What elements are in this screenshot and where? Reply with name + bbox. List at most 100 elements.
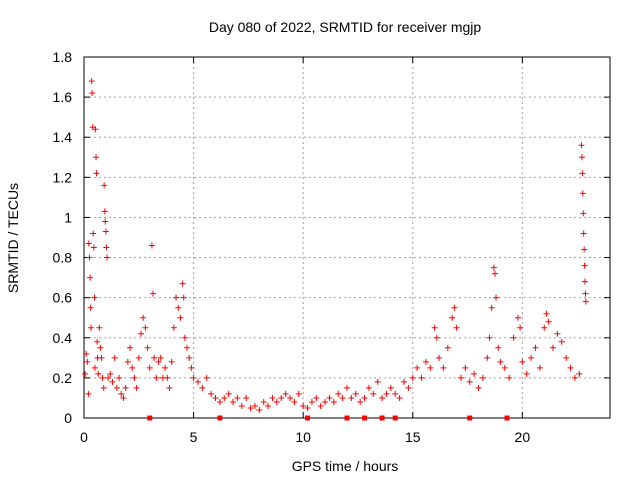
- data-point-marker: [107, 370, 114, 377]
- data-point-marker: [155, 358, 162, 365]
- data-point-marker: [102, 228, 109, 235]
- data-point-marker: [91, 364, 98, 371]
- y-tick-label: 0.6: [53, 290, 73, 306]
- data-point-marker: [131, 374, 138, 381]
- data-point-marker: [101, 182, 108, 189]
- x-tick-label: 10: [295, 429, 311, 445]
- data-point-marker: [571, 374, 578, 381]
- data-point-marker: [203, 374, 210, 381]
- zero-value-marker: [147, 415, 153, 421]
- zero-value-marker: [305, 415, 311, 421]
- data-point-marker: [164, 374, 171, 381]
- data-point-marker: [162, 364, 169, 371]
- zero-markers: [147, 415, 510, 421]
- data-point-marker: [387, 384, 394, 391]
- data-point-marker: [102, 218, 109, 225]
- data-point-marker: [400, 378, 407, 385]
- data-point-marker: [396, 394, 403, 401]
- x-axis-label: GPS time / hours: [292, 458, 399, 474]
- data-point-marker: [453, 324, 460, 331]
- data-point-marker: [581, 262, 588, 269]
- data-point-marker: [273, 398, 280, 405]
- data-point-marker: [361, 394, 368, 401]
- axis-ticks: [83, 56, 610, 419]
- y-tick-label: 1.2: [53, 169, 73, 185]
- y-tick-label: 0.4: [53, 330, 73, 346]
- data-point-marker: [409, 374, 416, 381]
- data-point-marker: [216, 398, 223, 405]
- data-point-marker: [357, 398, 364, 405]
- data-point-marker: [265, 402, 272, 409]
- data-point-marker: [111, 354, 118, 361]
- data-point-marker: [495, 344, 502, 351]
- data-point-marker: [295, 390, 302, 397]
- data-point-marker: [300, 402, 307, 409]
- data-point-marker: [95, 370, 102, 377]
- data-point-marker: [475, 384, 482, 391]
- data-point-marker: [101, 208, 108, 215]
- data-point-marker: [422, 358, 429, 365]
- data-point-marker: [90, 244, 97, 251]
- data-point-marker: [326, 394, 333, 401]
- data-point-marker: [330, 398, 337, 405]
- data-point-marker: [225, 390, 232, 397]
- data-point-marker: [87, 274, 94, 281]
- data-point-marker: [135, 354, 142, 361]
- data-point-marker: [89, 90, 96, 97]
- data-point-marker: [92, 126, 99, 133]
- zero-value-marker: [392, 415, 398, 421]
- data-point-marker: [180, 294, 187, 301]
- data-point-marker: [510, 334, 517, 341]
- data-point-marker: [579, 190, 586, 197]
- data-point-marker: [335, 390, 342, 397]
- data-point-marker: [91, 294, 98, 301]
- data-point-marker: [578, 142, 585, 149]
- data-point-marker: [116, 374, 123, 381]
- data-point-marker: [514, 314, 521, 321]
- data-point-marker: [532, 344, 539, 351]
- zero-value-marker: [504, 415, 510, 421]
- data-point-marker: [339, 394, 346, 401]
- data-point-marker: [150, 290, 157, 297]
- data-point-marker: [545, 318, 552, 325]
- data-point-marker: [580, 210, 587, 217]
- data-point-marker: [99, 374, 106, 381]
- data-point-marker: [523, 370, 530, 377]
- y-tick-label: 0.2: [53, 370, 73, 386]
- data-point-marker: [256, 406, 263, 413]
- data-point-marker: [322, 398, 329, 405]
- zero-value-marker: [467, 415, 473, 421]
- data-point-marker: [199, 384, 206, 391]
- data-point-marker: [251, 402, 258, 409]
- data-point-marker: [462, 364, 469, 371]
- data-point-marker: [348, 394, 355, 401]
- data-point-marker: [287, 394, 294, 401]
- grid-lines: [84, 57, 610, 418]
- x-tick-label: 15: [405, 429, 421, 445]
- data-point-marker: [118, 390, 125, 397]
- data-point-marker: [541, 324, 548, 331]
- data-point-marker: [140, 314, 147, 321]
- data-point-marker: [186, 354, 193, 361]
- data-point-marker: [567, 364, 574, 371]
- data-point-marker: [137, 330, 144, 337]
- data-point-marker: [278, 394, 285, 401]
- data-point-marker: [85, 390, 92, 397]
- data-point-marker: [93, 170, 100, 177]
- data-point-marker: [563, 354, 570, 361]
- data-point-marker: [486, 334, 493, 341]
- data-point-marker: [234, 394, 241, 401]
- data-point-marker: [558, 338, 565, 345]
- data-point-marker: [85, 240, 92, 247]
- data-point-marker: [497, 358, 504, 365]
- data-point-marker: [528, 354, 535, 361]
- data-point-marker: [120, 394, 127, 401]
- data-point-marker: [122, 384, 129, 391]
- data-point-marker: [166, 384, 173, 391]
- zero-value-marker: [217, 415, 223, 421]
- data-point-marker: [94, 338, 101, 345]
- data-point-marker: [168, 358, 175, 365]
- data-point-marker: [103, 244, 110, 251]
- data-point-marker: [282, 390, 289, 397]
- data-point-marker: [146, 364, 153, 371]
